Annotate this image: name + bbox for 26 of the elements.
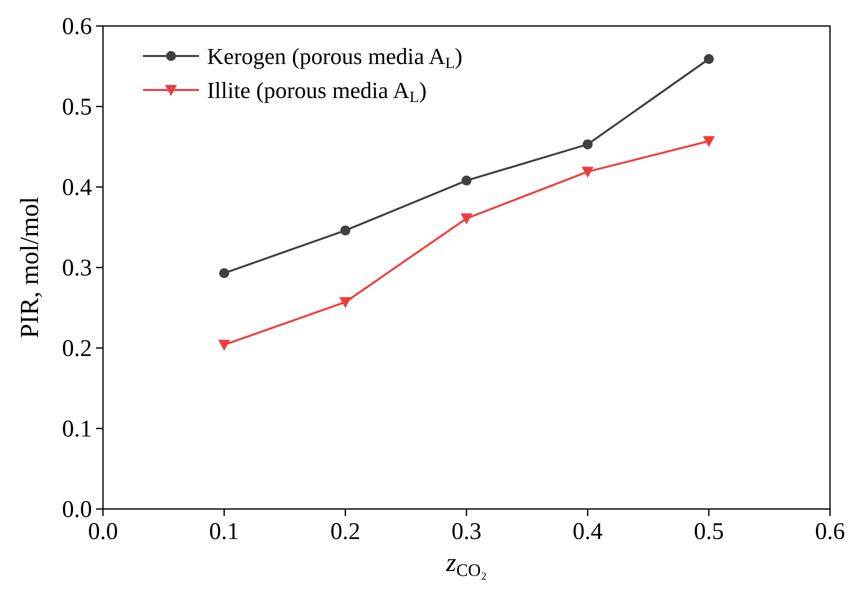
point [218,340,230,351]
point [704,54,714,64]
y-tick-label: 0.5 [62,94,92,120]
point [582,166,594,178]
x-tick-label: 0.4 [572,519,603,545]
x-axis-title: z$_{CO₂}$ [445,548,487,580]
y-tick-label: 0.3 [62,256,92,282]
legend-label: Kerogen (porous media A$_{L}$) [207,44,462,72]
x-tick-label: 0.2 [330,519,360,545]
legend-label: Illite (porous media A$_{L}$) [207,78,427,106]
x-tick-label: 0.1 [209,519,240,545]
point [702,136,715,148]
x-tick-label: 0.5 [694,519,724,545]
point [460,213,472,224]
point [339,297,352,308]
y-tick-label: 0.6 [62,14,92,40]
point [582,139,593,150]
point [462,176,472,186]
x-tick-label: 0.6 [815,519,845,545]
y-tick-label: 0.1 [62,416,92,442]
point [340,225,350,236]
y-axis-title: PIR, mol/mol [15,196,44,338]
y-tick-label: 0.2 [62,336,92,362]
point [219,268,230,278]
x-tick-label: 0.3 [452,519,482,545]
y-tick-label: 0.4 [62,175,92,201]
